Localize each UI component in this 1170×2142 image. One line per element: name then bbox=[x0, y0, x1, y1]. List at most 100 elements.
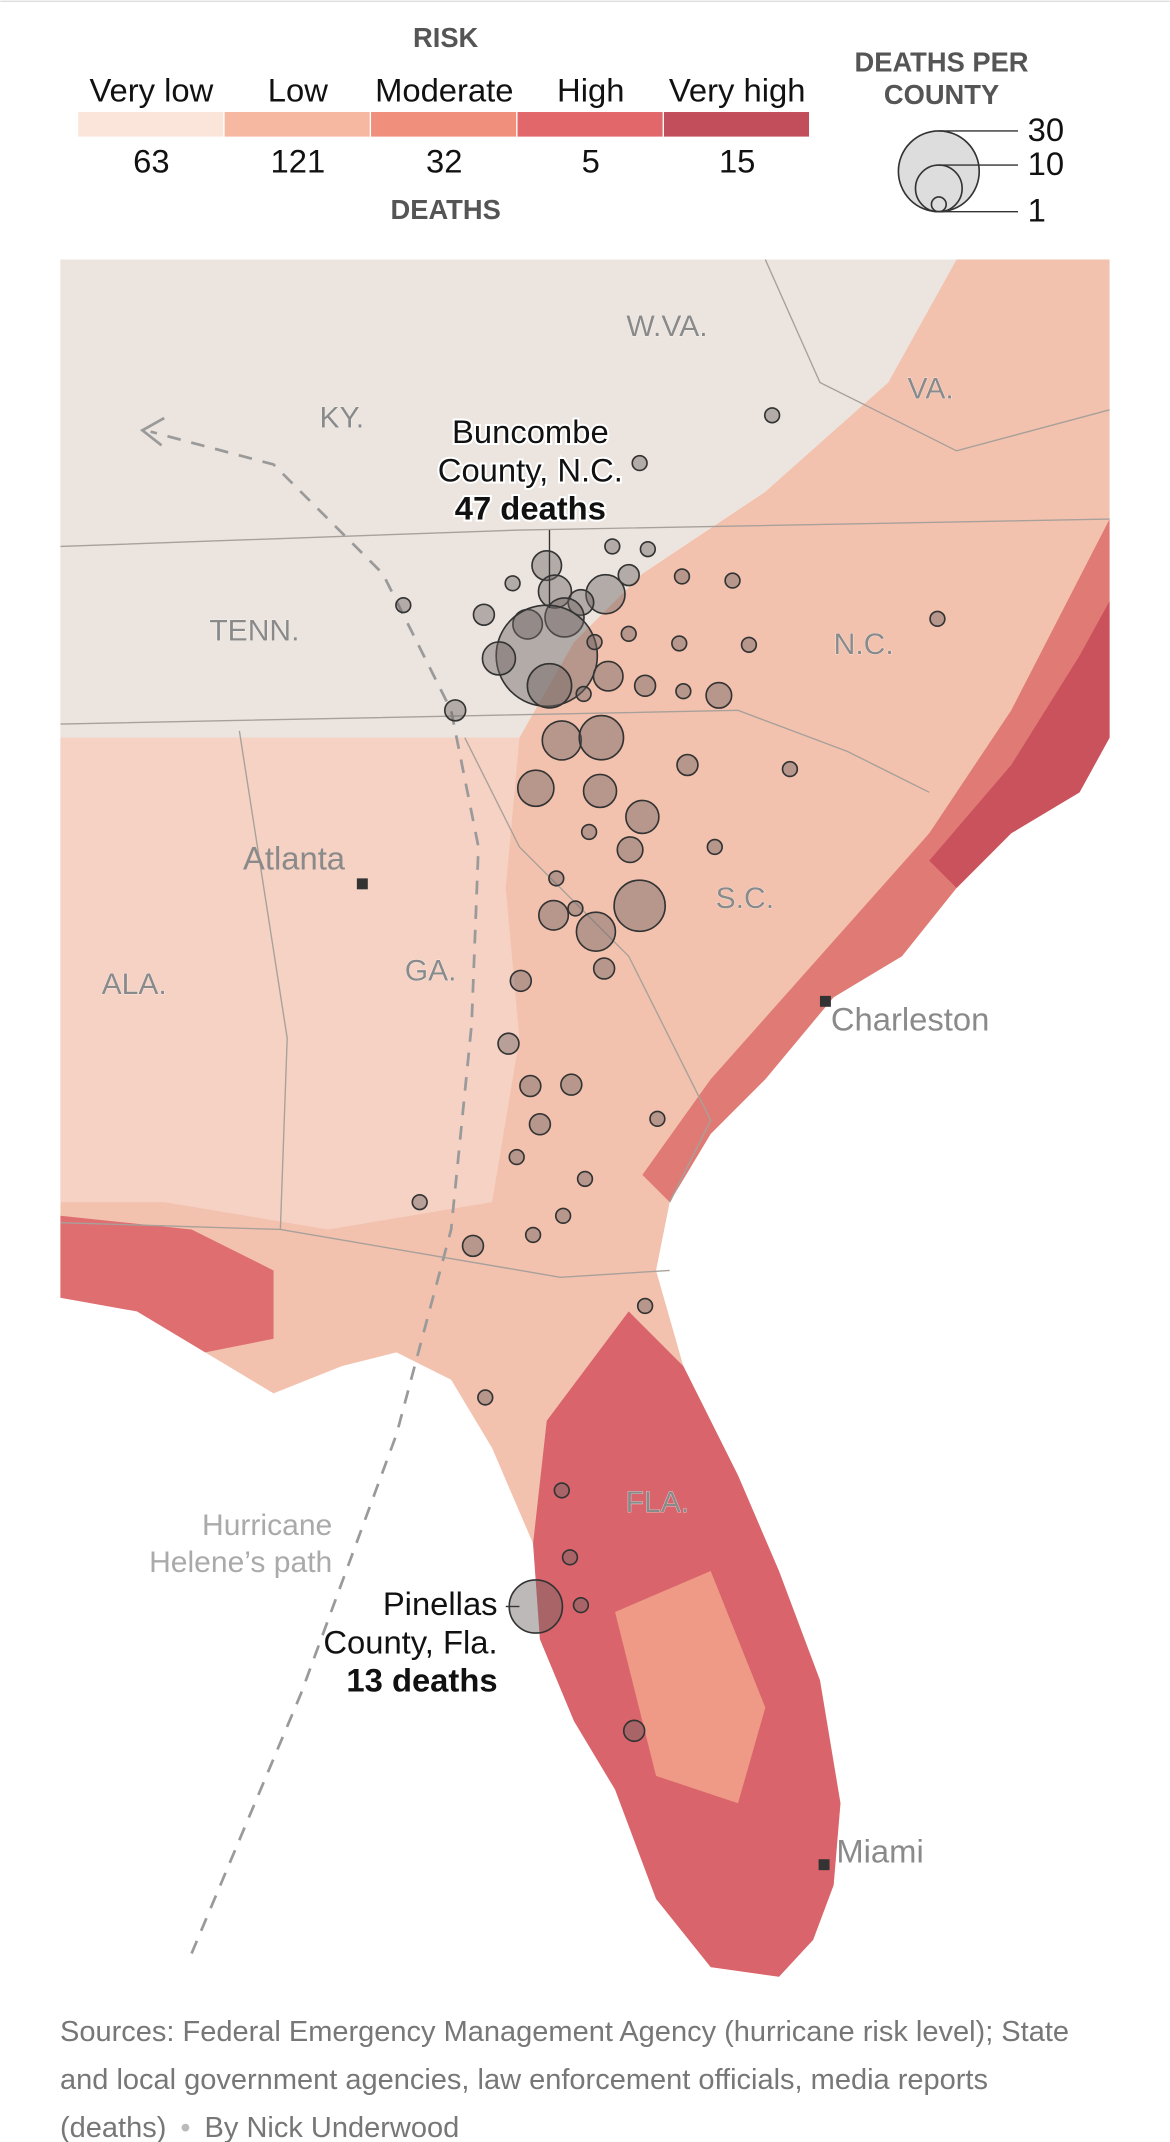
death-bubble bbox=[636, 1297, 654, 1315]
death-bubble bbox=[526, 662, 573, 709]
death-bubble bbox=[620, 625, 637, 643]
hurricane-arrow bbox=[139, 416, 165, 447]
city-marker bbox=[819, 995, 831, 1007]
inland-light bbox=[60, 737, 520, 1230]
state-label: GA. bbox=[405, 955, 457, 988]
legend-swatch bbox=[517, 112, 663, 137]
death-bubble bbox=[461, 1234, 485, 1258]
death-bubble bbox=[592, 957, 616, 980]
coastal-high bbox=[642, 519, 1110, 1203]
death-bubble bbox=[706, 838, 723, 856]
death-bubble bbox=[586, 633, 603, 651]
legend-count: 63 bbox=[133, 143, 169, 180]
legend-label: High bbox=[557, 72, 624, 109]
death-bubble bbox=[509, 969, 533, 993]
hurricane-label: Helene’s path bbox=[149, 1546, 332, 1579]
legend-label: Very low bbox=[89, 72, 213, 109]
legend-swatch bbox=[224, 112, 370, 137]
state-label: KY. bbox=[320, 401, 365, 434]
map-labels: W.VA. VA. KY. TENN. N.C. S.C. GA. ALA. FLA. Atlan… bbox=[101, 310, 989, 1870]
legend-count: 15 bbox=[719, 143, 755, 180]
death-bubble bbox=[631, 454, 648, 472]
state-label: S.C. bbox=[716, 882, 774, 915]
death-bubble bbox=[572, 1596, 590, 1614]
panhandle-high bbox=[60, 1215, 274, 1353]
death-bubble bbox=[582, 773, 618, 809]
death-bubble bbox=[705, 681, 733, 709]
death-bubble bbox=[625, 799, 660, 835]
death-bubble bbox=[616, 836, 644, 864]
death-bubble bbox=[477, 1389, 494, 1406]
death-bubble bbox=[724, 572, 741, 589]
death-bubble bbox=[675, 683, 692, 700]
death-bubble bbox=[472, 603, 496, 626]
legend-label: Very high bbox=[669, 72, 806, 109]
legend-swatch bbox=[371, 112, 517, 137]
byline: By Nick Underwood bbox=[204, 2112, 460, 2142]
city-label: Miami bbox=[836, 1832, 923, 1869]
death-bubble bbox=[553, 1482, 570, 1499]
coastal-very-high bbox=[929, 601, 1110, 888]
borders bbox=[60, 259, 1110, 1278]
legend-label: Low bbox=[268, 72, 328, 109]
footer: Sources: Federal Emergency Management Ag… bbox=[60, 2008, 1100, 2142]
state-label: VA. bbox=[908, 373, 954, 406]
death-bubble bbox=[519, 1074, 542, 1098]
death-bubble bbox=[740, 636, 758, 653]
size-legend-circle bbox=[930, 196, 948, 213]
legend-subtitle: DEATHS bbox=[391, 194, 501, 225]
death-bubble bbox=[481, 641, 517, 676]
death-bubble bbox=[575, 911, 617, 952]
death-bubble bbox=[585, 573, 626, 615]
death-bubble bbox=[576, 1170, 594, 1188]
size-legend-label: 1 bbox=[1028, 192, 1046, 229]
annotation-name: Pinellas bbox=[383, 1585, 498, 1622]
death-bubble bbox=[508, 1148, 525, 1166]
legend-count: 5 bbox=[582, 143, 600, 180]
annotation-name: County, N.C. bbox=[438, 451, 623, 488]
death-bubble bbox=[538, 899, 570, 931]
death-bubble bbox=[524, 1226, 542, 1244]
death-bubble bbox=[528, 1113, 552, 1136]
death-bubble bbox=[580, 823, 598, 841]
state-label: W.VA. bbox=[626, 310, 707, 343]
death-bubble bbox=[575, 685, 592, 703]
sources: Sources: Federal Emergency Management Ag… bbox=[60, 2016, 1070, 2142]
city-marker bbox=[356, 878, 368, 890]
state-label: FLA. bbox=[626, 1486, 689, 1519]
death-bubble bbox=[673, 568, 691, 585]
annotation-deaths: 13 deaths bbox=[346, 1662, 497, 1699]
death-bubble bbox=[504, 575, 521, 592]
city-label: Charleston bbox=[831, 1000, 989, 1037]
death-bubble bbox=[649, 1110, 666, 1128]
city-marker bbox=[818, 1859, 830, 1871]
legend-swatch bbox=[78, 112, 224, 137]
map-base bbox=[60, 259, 1110, 1977]
state-label: TENN. bbox=[209, 614, 299, 647]
size-legend-title: COUNTY bbox=[884, 79, 999, 110]
death-bubble bbox=[495, 604, 599, 708]
death-bubble bbox=[622, 1719, 646, 1743]
death-bubble bbox=[516, 769, 555, 808]
state-label: ALA. bbox=[102, 968, 167, 1001]
hurricane-path bbox=[150, 430, 480, 1955]
bubbles bbox=[395, 407, 946, 1743]
legend-count: 121 bbox=[271, 143, 326, 180]
death-bubble bbox=[548, 870, 565, 887]
death-bubble bbox=[497, 1032, 520, 1055]
death-bubble bbox=[781, 760, 799, 778]
death-bubble bbox=[671, 635, 688, 652]
legend: RISK DEATHS DEATHS PER COUNTY Very low 63… bbox=[78, 22, 1064, 229]
death-bubble bbox=[531, 549, 563, 582]
death-bubble bbox=[537, 574, 573, 609]
legend-label: Moderate bbox=[375, 72, 513, 109]
florida-moderate bbox=[615, 1570, 766, 1804]
death-bubble bbox=[604, 538, 621, 555]
death-bubble bbox=[395, 596, 412, 614]
annotation-name: Buncombe bbox=[452, 413, 609, 450]
legend-title: RISK bbox=[413, 22, 479, 53]
death-bubble bbox=[443, 699, 467, 722]
